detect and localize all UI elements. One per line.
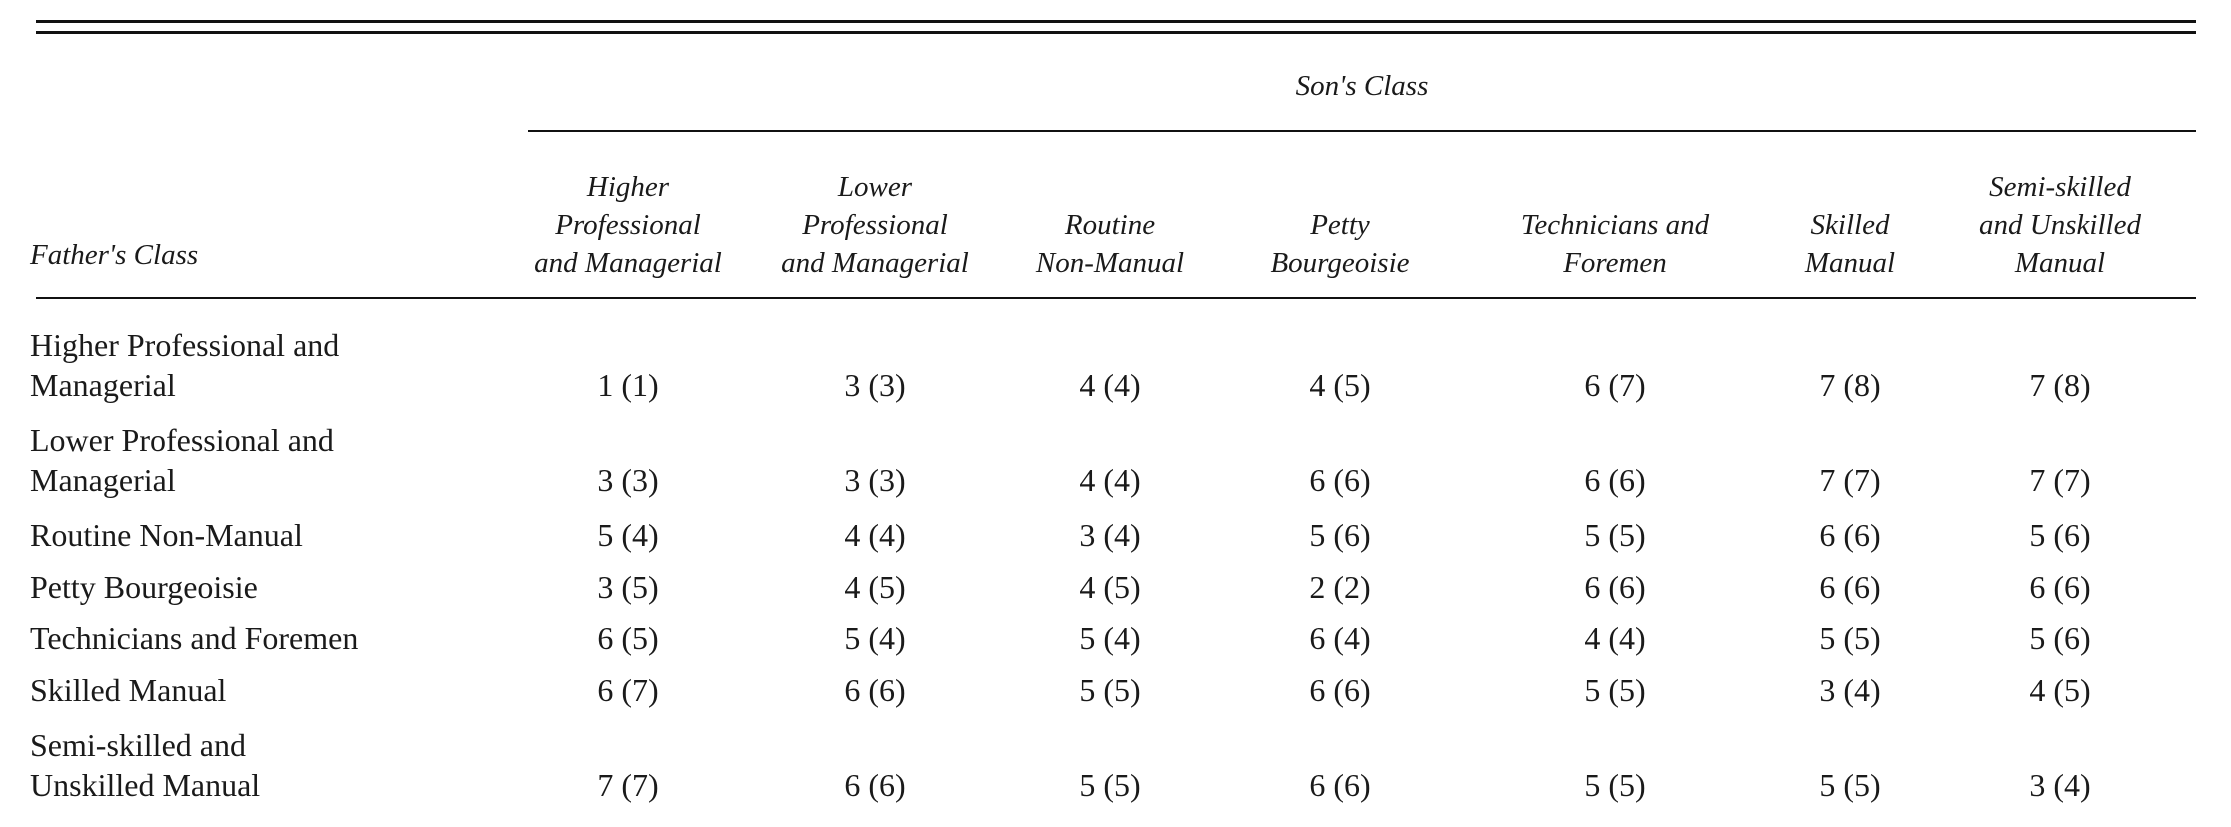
column-header-skilled-manual: Skilled Manual xyxy=(1804,209,1896,279)
table-cell: 5 (4) xyxy=(1079,620,1141,656)
table-cell: 1 (1) xyxy=(597,367,659,403)
row-label: Routine Non-Manual xyxy=(30,517,303,553)
table-cell: 6 (6) xyxy=(1819,517,1881,553)
table-cell: 6 (6) xyxy=(1819,569,1881,605)
table-cell: 7 (7) xyxy=(2029,462,2091,498)
table-cell: 2 (2) xyxy=(1309,569,1371,605)
top-rule-second xyxy=(36,31,2196,34)
table-cell: 7 (8) xyxy=(1819,367,1881,403)
column-header-technicians-foremen: Technicians and Foremen xyxy=(1520,209,1710,279)
table-cell: 3 (4) xyxy=(1819,672,1881,708)
table-cell: 5 (6) xyxy=(1309,517,1371,553)
column-header-petty-bourgeoisie: Petty Bourgeoisie xyxy=(1270,209,1410,279)
table-cell: 3 (5) xyxy=(597,569,659,605)
table-cell: 7 (7) xyxy=(597,767,659,803)
fathers-class-header: Father's Class xyxy=(30,239,199,271)
column-header-lower-professional: Lower Professional and Managerial xyxy=(781,171,969,279)
table-cell: 4 (5) xyxy=(2029,672,2091,708)
table-cell: 3 (4) xyxy=(2029,767,2091,803)
row-label: Skilled Manual xyxy=(30,672,227,708)
table-cell: 3 (3) xyxy=(844,367,906,403)
table-cell: 6 (7) xyxy=(1584,367,1646,403)
table-cell: 5 (6) xyxy=(2029,620,2091,656)
row-label: Technicians and Foremen xyxy=(30,620,359,656)
table-cell: 5 (5) xyxy=(1819,620,1881,656)
column-header-routine-non-manual: Routine Non-Manual xyxy=(1035,209,1185,279)
table-cell: 5 (4) xyxy=(597,517,659,553)
table-row: Higher Professional and Managerial 1 (1)… xyxy=(0,315,2231,405)
table-row: Routine Non-Manual 5 (4) 4 (4) 3 (4) 5 (… xyxy=(0,505,2231,555)
table-cell: 6 (6) xyxy=(844,672,906,708)
table-row: Semi-skilled and Unskilled Manual 7 (7) … xyxy=(0,715,2231,805)
table-cell: 4 (4) xyxy=(1079,367,1141,403)
table-cell: 3 (3) xyxy=(844,462,906,498)
row-label: Higher Professional and Managerial xyxy=(30,327,340,403)
column-header-semi-unskilled-manual: Semi-skilled and Unskilled Manual xyxy=(1979,171,2141,279)
table-cell: 6 (4) xyxy=(1309,620,1371,656)
table-cell: 5 (4) xyxy=(844,620,906,656)
table-cell: 6 (6) xyxy=(1584,569,1646,605)
table-cell: 6 (6) xyxy=(1309,767,1371,803)
table-cell: 7 (8) xyxy=(2029,367,2091,403)
table-cell: 6 (6) xyxy=(1309,672,1371,708)
table-cell: 4 (5) xyxy=(1309,367,1371,403)
table-cell: 5 (6) xyxy=(2029,517,2091,553)
column-header-higher-professional: Higher Professional and Managerial xyxy=(534,171,722,279)
table-cell: 6 (6) xyxy=(1584,462,1646,498)
table-cell: 6 (6) xyxy=(1309,462,1371,498)
table-row: Technicians and Foremen 6 (5) 5 (4) 5 (4… xyxy=(0,608,2231,658)
table-cell: 5 (5) xyxy=(1079,672,1141,708)
table-cell: 6 (7) xyxy=(597,672,659,708)
sons-class-spanner: Son's Class xyxy=(1295,70,1429,102)
table-cell: 5 (5) xyxy=(1819,767,1881,803)
table-cell: 4 (4) xyxy=(1079,462,1141,498)
row-label: Petty Bourgeoisie xyxy=(30,569,258,605)
table-cell: 5 (5) xyxy=(1584,517,1646,553)
table-cell: 5 (5) xyxy=(1584,767,1646,803)
spanner-rule xyxy=(528,130,2196,132)
table-cell: 4 (5) xyxy=(1079,569,1141,605)
table-cell: 5 (5) xyxy=(1584,672,1646,708)
table-cell: 5 (5) xyxy=(1079,767,1141,803)
table-cell: 4 (5) xyxy=(844,569,906,605)
table-cell: 3 (4) xyxy=(1079,517,1141,553)
table-cell: 3 (3) xyxy=(597,462,659,498)
top-rule xyxy=(36,20,2196,23)
table-cell: 6 (6) xyxy=(2029,569,2091,605)
table-cell: 6 (5) xyxy=(597,620,659,656)
table-cell: 7 (7) xyxy=(1819,462,1881,498)
header-rule xyxy=(36,297,2196,299)
table-row: Lower Professional and Managerial 3 (3) … xyxy=(0,410,2231,500)
row-label: Lower Professional and Managerial xyxy=(30,422,334,498)
table-cell: 4 (4) xyxy=(844,517,906,553)
table-cell: 4 (4) xyxy=(1584,620,1646,656)
row-label: Semi-skilled and Unskilled Manual xyxy=(30,727,261,803)
table-row: Petty Bourgeoisie 3 (5) 4 (5) 4 (5) 2 (2… xyxy=(0,557,2231,607)
table-row: Skilled Manual 6 (7) 6 (6) 5 (5) 6 (6) 5… xyxy=(0,660,2231,710)
table-cell: 6 (6) xyxy=(844,767,906,803)
